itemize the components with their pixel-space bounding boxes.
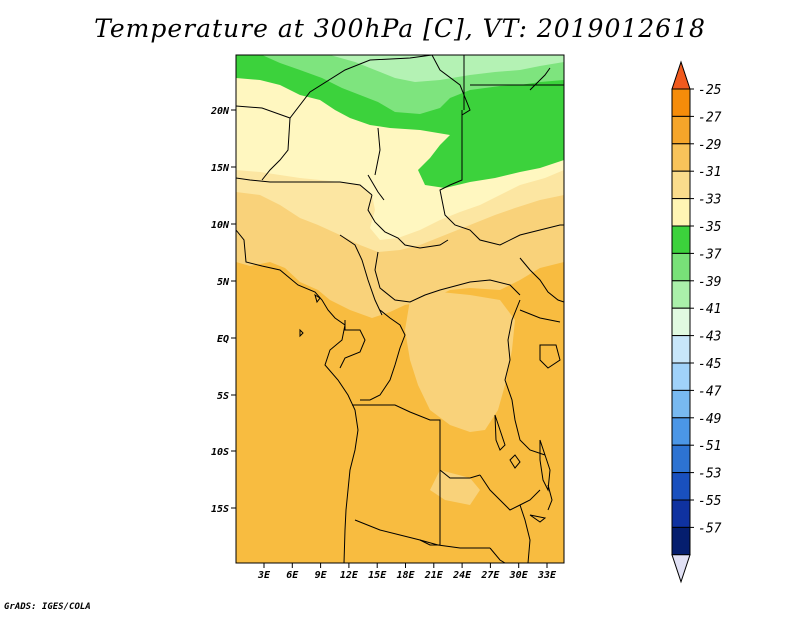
- lat-tick-label: 15N: [211, 163, 230, 174]
- colorbar-box: [671, 362, 691, 391]
- map-frame: [235, 54, 565, 564]
- field-band-31-29-south: [430, 470, 480, 505]
- lon-tick-label: 21E: [424, 570, 444, 581]
- field-band-31-29-basin: [405, 292, 515, 432]
- colorbar-label: -39: [698, 275, 721, 290]
- colorbar-label: -33: [698, 193, 721, 208]
- colorbar-box: [671, 143, 691, 172]
- colorbar-label: -31: [698, 165, 721, 180]
- colorbar-label: -49: [698, 412, 721, 427]
- colorbar: -25 -27 -29 -31 -33 -35 -37 -39 -41 -43 -45 -47 -49 -…: [671, 60, 722, 584]
- lon-tick-label: 27E: [480, 570, 500, 581]
- colorbar-label: -53: [698, 467, 721, 482]
- temperature-field: [236, 55, 564, 563]
- colorbar-box: [671, 252, 691, 282]
- lat-axis: 20N 15N 10N 5N EQ 5S 10S 15S: [210, 106, 236, 515]
- colorbar-label: -57: [698, 521, 722, 536]
- lon-tick-label: 18E: [396, 570, 415, 581]
- lon-tick-label: 9E: [315, 570, 328, 581]
- lon-axis: 3E 6E 9E 12E 15E 18E 21E 24E 27E 30E 33E: [257, 563, 557, 581]
- colorbar-label: -51: [698, 439, 721, 454]
- colorbar-box: [671, 280, 691, 309]
- colorbar-label: -55: [698, 494, 722, 509]
- colorbar-box: [671, 472, 691, 501]
- colorbar-box: [671, 389, 691, 419]
- grads-credit: GrADS: IGES/COLA: [4, 602, 91, 612]
- colorbar-box: [671, 417, 691, 446]
- lon-tick-label: 12E: [340, 570, 359, 581]
- lon-tick-label: 33E: [537, 570, 557, 581]
- colorbar-box: [671, 170, 691, 200]
- lon-tick-label: 30E: [509, 570, 529, 581]
- colorbar-cap-bottom: [671, 554, 691, 584]
- lat-tick-label: 15S: [211, 504, 229, 515]
- colorbar-label: -37: [698, 247, 722, 262]
- colorbar-box: [671, 198, 691, 227]
- lat-tick-label: 20N: [210, 106, 230, 117]
- colorbar-box: [671, 499, 691, 528]
- field-band-41-39: [330, 55, 564, 82]
- lon-tick-label: 24E: [452, 570, 472, 581]
- lat-tick-label: 10S: [211, 447, 229, 458]
- lat-tick-label: 5N: [217, 277, 230, 288]
- colorbar-cap-top: [671, 60, 691, 90]
- map-boundaries: [236, 55, 564, 563]
- lat-tick-label: 5S: [217, 391, 229, 402]
- colorbar-label: -35: [698, 220, 722, 235]
- colorbar-box: [671, 225, 691, 254]
- colorbar-label: -29: [698, 138, 721, 153]
- colorbar-box: [671, 444, 691, 474]
- lon-tick-label: 3E: [257, 570, 271, 581]
- colorbar-label: -27: [698, 110, 722, 125]
- colorbar-box: [671, 526, 691, 556]
- colorbar-label: -41: [698, 302, 721, 317]
- colorbar-label: -25: [698, 83, 722, 98]
- lon-tick-label: 15E: [368, 570, 387, 581]
- colorbar-box: [671, 88, 691, 117]
- colorbar-box: [671, 307, 691, 337]
- coastline: [236, 229, 359, 563]
- map-title: Temperature at 300hPa [C], VT: 201901261…: [94, 14, 706, 43]
- border-north: [236, 55, 433, 119]
- lon-tick-label: 6E: [286, 570, 299, 581]
- colorbar-box: [671, 115, 691, 145]
- lat-tick-label: EQ: [217, 334, 229, 345]
- colorbar-label: -47: [698, 384, 722, 399]
- colorbar-label: -45: [698, 357, 722, 372]
- colorbar-box: [671, 335, 691, 364]
- lat-tick-label: 10N: [211, 220, 230, 231]
- colorbar-label: -43: [698, 330, 721, 345]
